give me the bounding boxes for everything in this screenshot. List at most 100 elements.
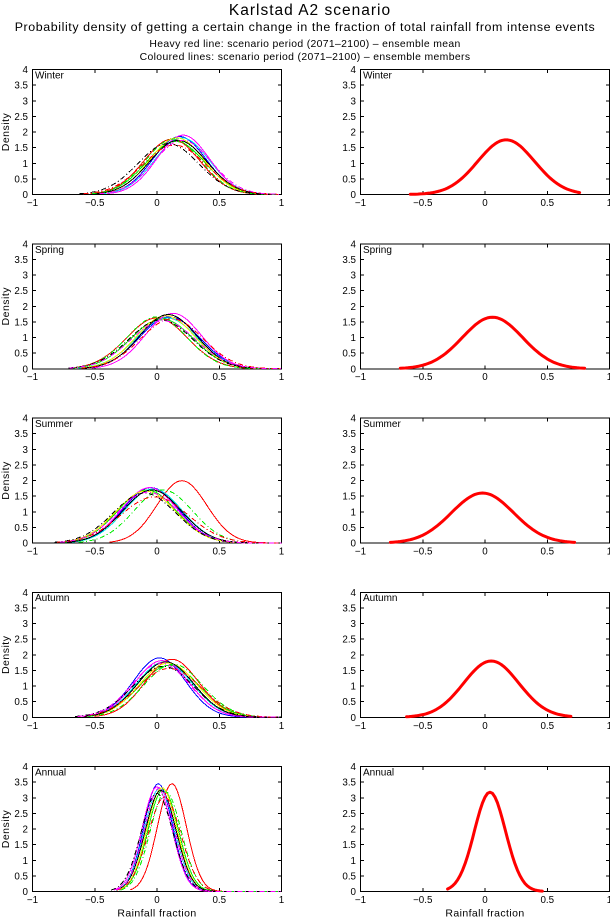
svg-text:0.5: 0.5 <box>540 547 554 558</box>
svg-text:1: 1 <box>607 372 610 383</box>
svg-text:Annual: Annual <box>363 768 394 779</box>
svg-text:0: 0 <box>23 713 29 724</box>
svg-text:0: 0 <box>351 364 357 375</box>
svg-text:0: 0 <box>154 198 160 209</box>
svg-text:0.5: 0.5 <box>14 697 28 708</box>
svg-text:−1: −1 <box>27 895 38 906</box>
svg-text:2: 2 <box>351 650 356 661</box>
svg-text:1: 1 <box>351 333 356 344</box>
svg-text:Density: Density <box>0 635 12 674</box>
svg-text:Autumn: Autumn <box>363 593 397 604</box>
svg-text:2: 2 <box>351 476 356 487</box>
svg-text:0: 0 <box>154 895 160 906</box>
svg-text:0: 0 <box>482 721 488 732</box>
svg-text:4: 4 <box>23 239 29 250</box>
svg-text:3.5: 3.5 <box>342 255 356 266</box>
svg-text:1: 1 <box>607 198 610 209</box>
svg-text:1: 1 <box>351 159 356 170</box>
svg-text:Spring: Spring <box>363 245 392 256</box>
svg-text:0.5: 0.5 <box>212 372 226 383</box>
svg-text:0.5: 0.5 <box>14 175 28 186</box>
svg-text:1: 1 <box>279 198 284 209</box>
svg-text:0: 0 <box>23 539 29 550</box>
svg-text:3: 3 <box>23 445 29 456</box>
svg-text:2.5: 2.5 <box>342 809 356 820</box>
svg-text:0: 0 <box>23 364 29 375</box>
svg-text:Karlstad A2 scenario: Karlstad A2 scenario <box>229 2 391 19</box>
svg-text:0.5: 0.5 <box>212 721 226 732</box>
svg-text:2.5: 2.5 <box>14 635 28 646</box>
svg-text:1: 1 <box>279 721 284 732</box>
svg-text:0.5: 0.5 <box>342 175 356 186</box>
svg-text:−1: −1 <box>355 547 366 558</box>
svg-text:−1: −1 <box>27 721 38 732</box>
svg-text:0.5: 0.5 <box>14 349 28 360</box>
svg-text:2: 2 <box>351 302 356 313</box>
svg-text:1.5: 1.5 <box>14 318 28 329</box>
svg-text:3: 3 <box>23 96 29 107</box>
svg-text:Density: Density <box>0 287 12 326</box>
svg-text:1: 1 <box>607 547 610 558</box>
svg-text:0: 0 <box>482 547 488 558</box>
svg-text:2.5: 2.5 <box>342 112 356 123</box>
svg-text:1: 1 <box>23 159 28 170</box>
svg-text:3: 3 <box>23 793 29 804</box>
svg-text:1: 1 <box>23 507 28 518</box>
svg-text:0.5: 0.5 <box>342 349 356 360</box>
svg-text:1.5: 1.5 <box>342 492 356 503</box>
svg-text:−0.5: −0.5 <box>413 547 433 558</box>
svg-text:Summer: Summer <box>363 419 401 430</box>
svg-text:1.5: 1.5 <box>14 492 28 503</box>
svg-text:2: 2 <box>23 476 28 487</box>
svg-text:3.5: 3.5 <box>14 778 28 789</box>
svg-text:−1: −1 <box>355 198 366 209</box>
svg-text:−0.5: −0.5 <box>85 721 105 732</box>
svg-text:−1: −1 <box>27 198 38 209</box>
svg-text:0.5: 0.5 <box>342 697 356 708</box>
svg-text:Summer: Summer <box>35 419 73 430</box>
svg-text:Rainfall fraction: Rainfall fraction <box>445 908 524 918</box>
svg-text:3: 3 <box>351 793 357 804</box>
svg-text:3: 3 <box>23 619 29 630</box>
svg-text:−1: −1 <box>355 721 366 732</box>
svg-text:0.5: 0.5 <box>14 523 28 534</box>
svg-text:2: 2 <box>23 650 28 661</box>
svg-text:3.5: 3.5 <box>14 604 28 615</box>
svg-text:−1: −1 <box>355 895 366 906</box>
svg-text:0.5: 0.5 <box>212 198 226 209</box>
svg-text:−0.5: −0.5 <box>413 372 433 383</box>
svg-text:0: 0 <box>23 190 29 201</box>
svg-text:3.5: 3.5 <box>14 255 28 266</box>
svg-text:4: 4 <box>351 239 357 250</box>
svg-text:Coloured lines: scenario perio: Coloured lines: scenario period (2071–21… <box>140 52 471 63</box>
svg-text:0.5: 0.5 <box>342 872 356 883</box>
svg-text:0.5: 0.5 <box>14 872 28 883</box>
svg-text:0: 0 <box>482 372 488 383</box>
svg-text:Annual: Annual <box>35 768 66 779</box>
svg-text:1.5: 1.5 <box>14 840 28 851</box>
svg-text:4: 4 <box>351 762 357 773</box>
svg-text:−0.5: −0.5 <box>413 721 433 732</box>
svg-text:2.5: 2.5 <box>342 461 356 472</box>
svg-text:2.5: 2.5 <box>342 286 356 297</box>
svg-text:Autumn: Autumn <box>35 593 69 604</box>
svg-text:0: 0 <box>154 372 160 383</box>
svg-text:Heavy red line: scenario perio: Heavy red line: scenario period (2071–21… <box>149 39 460 50</box>
svg-text:1: 1 <box>23 682 28 693</box>
svg-text:4: 4 <box>23 65 29 76</box>
svg-text:3.5: 3.5 <box>14 429 28 440</box>
svg-text:−1: −1 <box>27 372 38 383</box>
svg-text:2.5: 2.5 <box>342 635 356 646</box>
svg-text:4: 4 <box>23 588 29 599</box>
svg-text:1.5: 1.5 <box>342 840 356 851</box>
svg-text:3: 3 <box>351 445 357 456</box>
svg-text:2.5: 2.5 <box>14 809 28 820</box>
svg-text:1.5: 1.5 <box>14 666 28 677</box>
svg-text:0: 0 <box>351 539 357 550</box>
svg-text:3.5: 3.5 <box>342 778 356 789</box>
svg-text:0: 0 <box>154 721 160 732</box>
svg-text:2: 2 <box>351 128 356 139</box>
svg-text:1.5: 1.5 <box>342 143 356 154</box>
svg-text:2.5: 2.5 <box>14 461 28 472</box>
svg-text:0.5: 0.5 <box>212 895 226 906</box>
